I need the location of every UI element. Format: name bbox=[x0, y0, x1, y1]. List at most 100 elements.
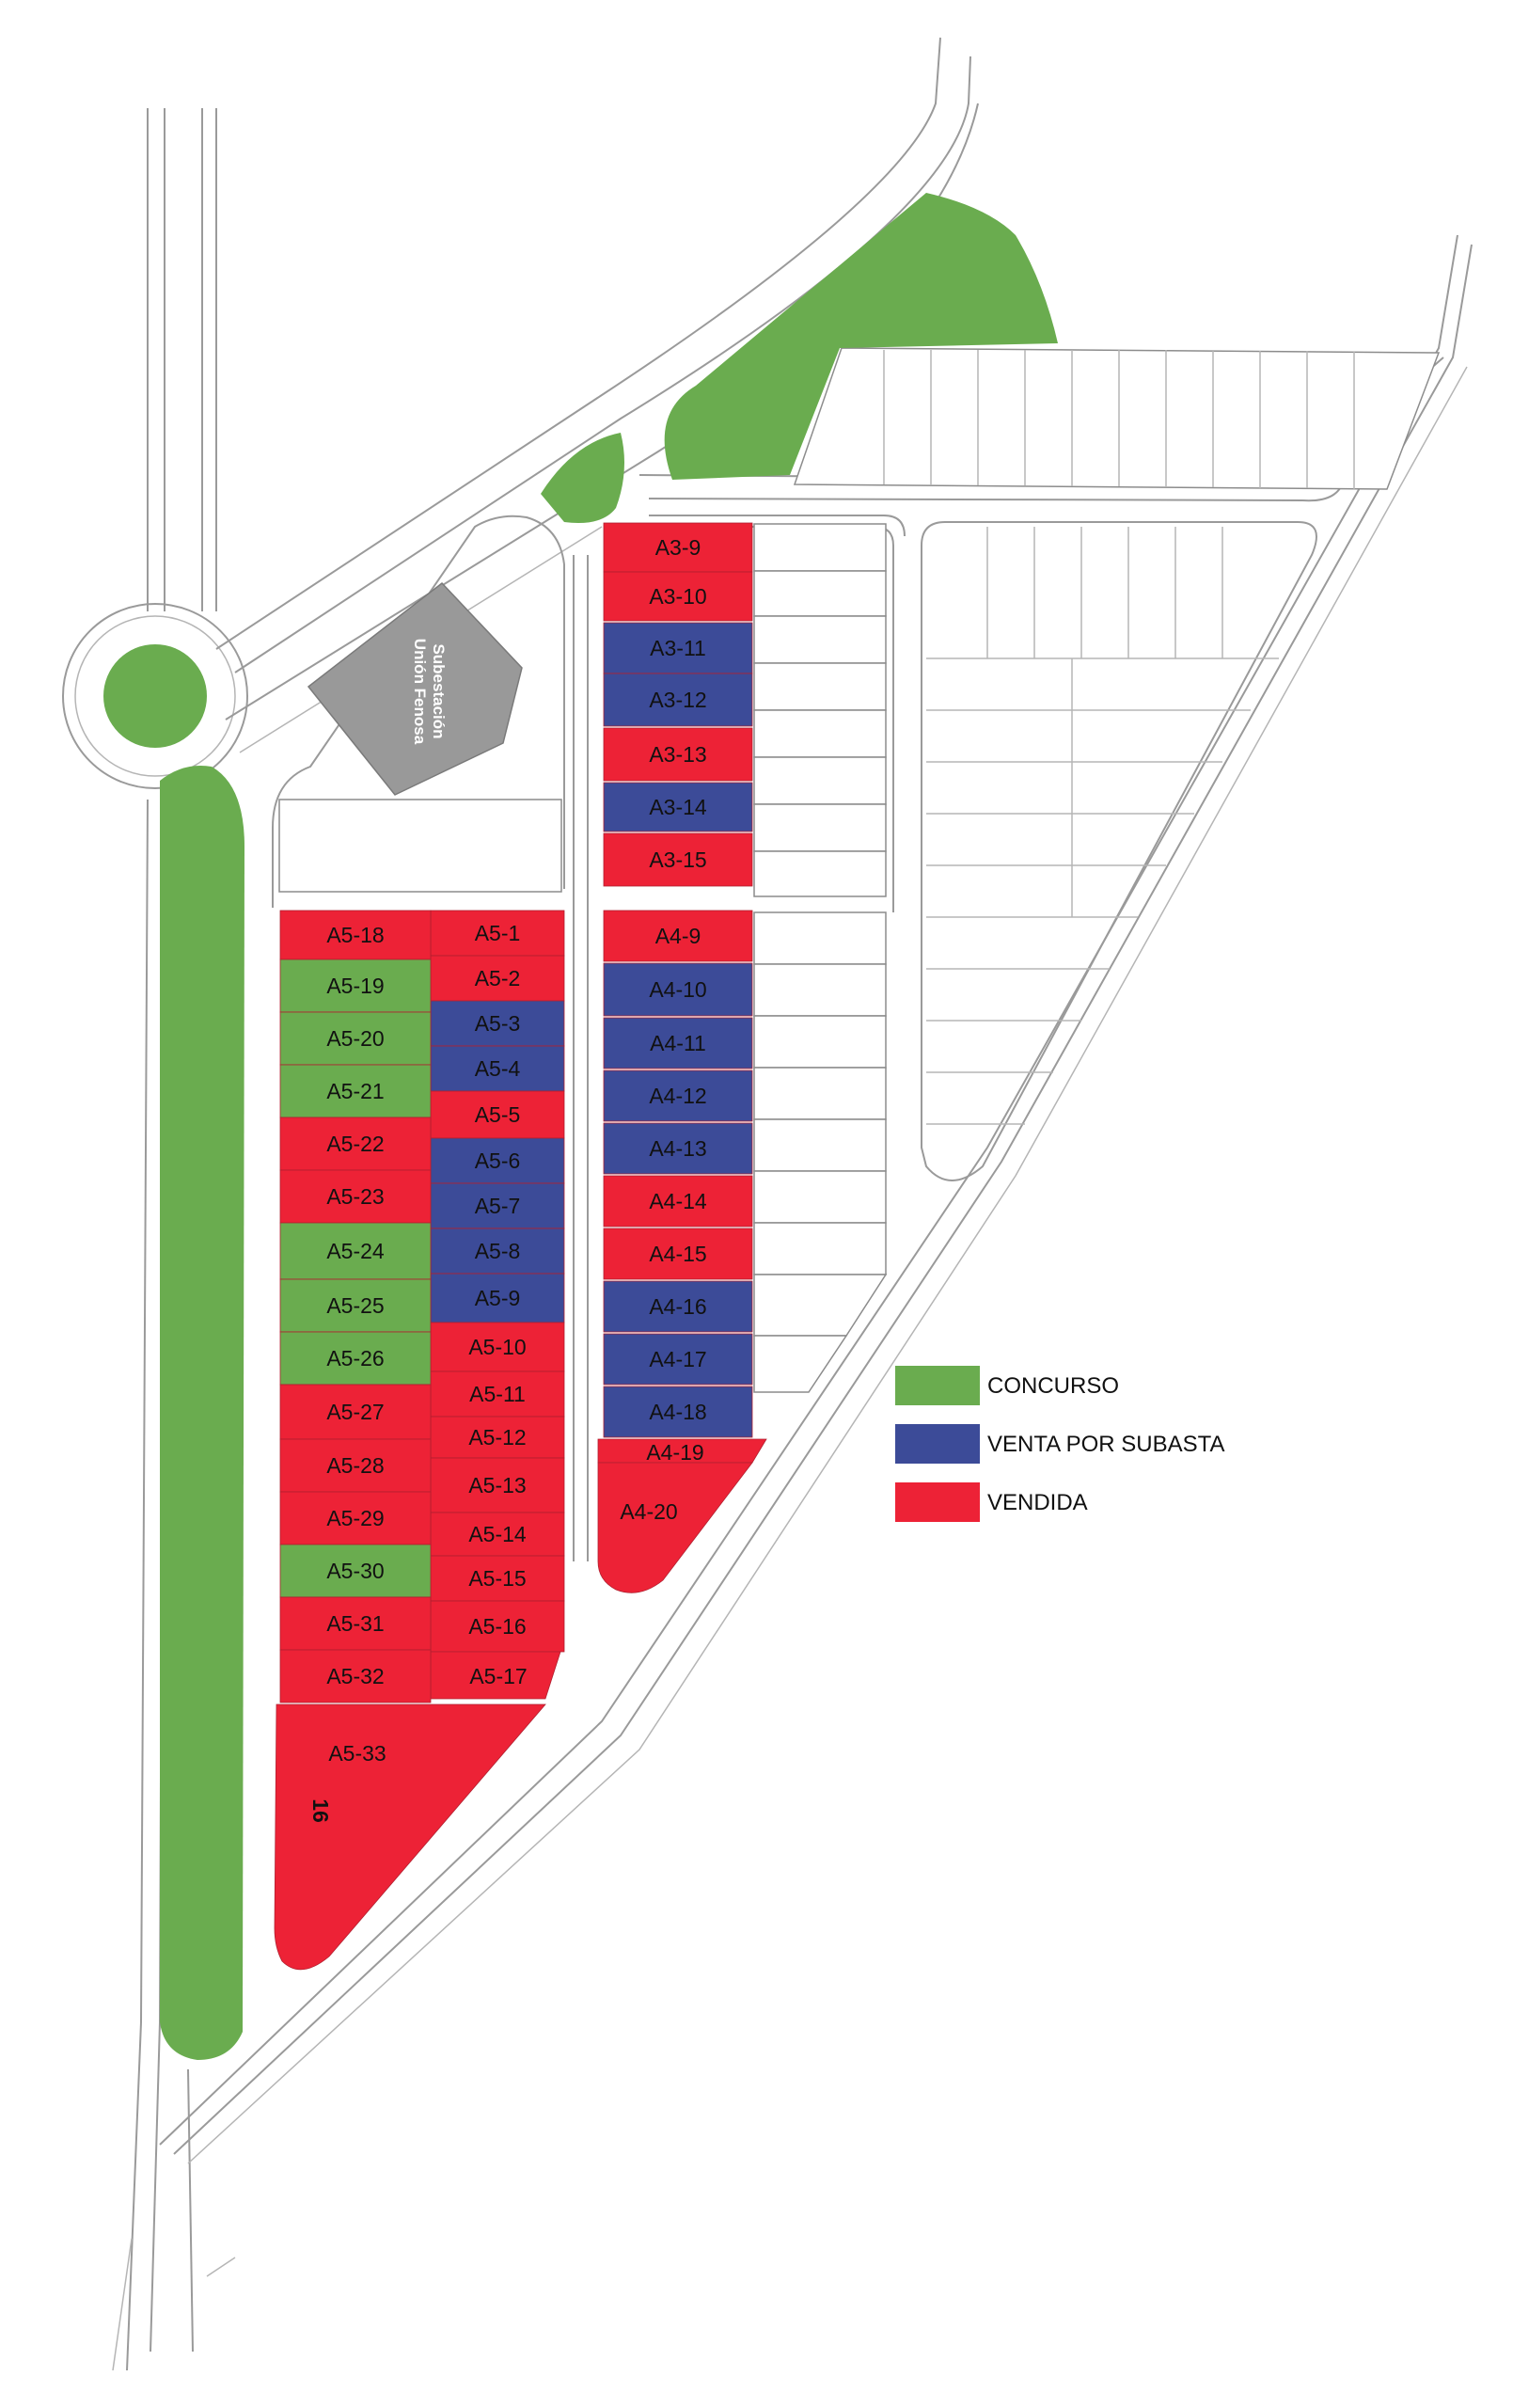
plot-label-a4-16: A4-16 bbox=[649, 1294, 706, 1319]
plot-a5-14[interactable] bbox=[430, 1512, 565, 1557]
plot-a4-17[interactable] bbox=[603, 1333, 753, 1386]
plot-a5-10[interactable] bbox=[430, 1322, 565, 1372]
plot-label-a4-19: A4-19 bbox=[646, 1440, 703, 1465]
unlisted-parcels bbox=[278, 347, 1441, 1393]
plot-label-a5-21: A5-21 bbox=[326, 1079, 384, 1103]
plot-a4-11[interactable] bbox=[603, 1017, 753, 1069]
plot-label-a5-32: A5-32 bbox=[326, 1664, 384, 1688]
plot-label-a3-14: A3-14 bbox=[649, 795, 707, 819]
substation-label-line1: Subestación bbox=[430, 643, 448, 738]
roundabout-green bbox=[103, 644, 207, 748]
plot-a5-12[interactable] bbox=[430, 1416, 565, 1459]
plot-label-a5-26: A5-26 bbox=[326, 1346, 384, 1370]
plot-label-a5-8: A5-8 bbox=[475, 1239, 521, 1263]
plot-a5-18[interactable] bbox=[279, 910, 432, 960]
plot-label-a5-4: A5-4 bbox=[475, 1056, 521, 1081]
plot-label-a5-10: A5-10 bbox=[468, 1335, 526, 1359]
plot-a3-11[interactable] bbox=[603, 622, 753, 674]
plot-label-a3-11: A3-11 bbox=[650, 636, 706, 660]
plot-label-a4-9: A4-9 bbox=[655, 924, 701, 948]
plot-label-a5-7: A5-7 bbox=[475, 1194, 521, 1218]
plot-a5-21[interactable] bbox=[279, 1064, 432, 1118]
plot-a4-20[interactable] bbox=[597, 1462, 753, 1593]
plot-a5-32[interactable] bbox=[279, 1649, 432, 1703]
plot-label-a4-14: A4-14 bbox=[649, 1189, 707, 1213]
plot-a5-19[interactable] bbox=[279, 958, 432, 1013]
plot-label-a4-12: A4-12 bbox=[649, 1084, 706, 1108]
plot-label-a5-11: A5-11 bbox=[469, 1382, 526, 1406]
plot-a3-13[interactable] bbox=[603, 727, 753, 782]
area-number-label: 16 bbox=[308, 1798, 333, 1823]
plot-label-a4-15: A4-15 bbox=[649, 1242, 706, 1266]
plot-a5-7[interactable] bbox=[430, 1182, 565, 1229]
plot-a4-16[interactable] bbox=[603, 1280, 753, 1333]
plot-a5-22[interactable] bbox=[279, 1117, 432, 1171]
plot-label-a5-22: A5-22 bbox=[326, 1132, 384, 1156]
plot-a4-9[interactable] bbox=[603, 910, 753, 962]
plot-label-a5-15: A5-15 bbox=[468, 1566, 526, 1591]
plot-a5-33[interactable] bbox=[274, 1703, 546, 1971]
plot-label-a5-18: A5-18 bbox=[326, 923, 384, 947]
plot-a3-12[interactable] bbox=[603, 673, 753, 727]
plot-a3-15[interactable] bbox=[603, 832, 753, 887]
legend-swatch-concurso bbox=[895, 1366, 980, 1405]
plot-a3-14[interactable] bbox=[603, 782, 753, 832]
plot-a5-23[interactable] bbox=[279, 1169, 432, 1224]
plot-a4-18[interactable] bbox=[603, 1386, 753, 1438]
plot-label-a4-17: A4-17 bbox=[649, 1347, 706, 1371]
roundabout-green-island bbox=[541, 433, 624, 523]
legend-label-subasta: VENTA POR SUBASTA bbox=[987, 1432, 1225, 1457]
plot-label-a4-20: A4-20 bbox=[620, 1499, 677, 1524]
plot-a4-14[interactable] bbox=[603, 1175, 753, 1228]
plot-a5-3[interactable] bbox=[430, 1000, 565, 1047]
plot-label-a5-30: A5-30 bbox=[326, 1559, 384, 1583]
plot-a5-24[interactable] bbox=[279, 1222, 432, 1280]
legend: CONCURSO VENTA POR SUBASTA VENDIDA bbox=[895, 1366, 1225, 1522]
plot-a5-16[interactable] bbox=[430, 1600, 565, 1653]
plot-label-a5-20: A5-20 bbox=[326, 1026, 384, 1051]
plot-label-a5-24: A5-24 bbox=[326, 1239, 385, 1263]
plot-label-a5-19: A5-19 bbox=[326, 974, 384, 998]
plot-a4-13[interactable] bbox=[603, 1122, 753, 1175]
plot-label-a4-10: A4-10 bbox=[649, 977, 706, 1002]
plot-label-a5-28: A5-28 bbox=[326, 1453, 384, 1478]
legend-swatch-subasta bbox=[895, 1424, 980, 1464]
plot-a5-26[interactable] bbox=[279, 1331, 432, 1386]
plot-a5-28[interactable] bbox=[279, 1438, 432, 1493]
plot-label-a5-17: A5-17 bbox=[469, 1664, 527, 1688]
plot-a5-15[interactable] bbox=[430, 1555, 565, 1602]
plot-a5-27[interactable] bbox=[279, 1384, 432, 1440]
plot-a5-29[interactable] bbox=[279, 1491, 432, 1545]
plot-label-a5-29: A5-29 bbox=[326, 1506, 384, 1530]
plot-label-a3-10: A3-10 bbox=[649, 584, 706, 609]
plot-a5-30[interactable] bbox=[279, 1544, 432, 1598]
plot-label-a4-11: A4-11 bbox=[650, 1031, 706, 1055]
plot-a5-20[interactable] bbox=[279, 1011, 432, 1066]
plot-label-a3-15: A3-15 bbox=[649, 848, 706, 872]
plot-label-a5-13: A5-13 bbox=[468, 1473, 526, 1497]
plot-label-a5-14: A5-14 bbox=[468, 1522, 527, 1546]
plot-label-a4-13: A4-13 bbox=[649, 1136, 706, 1161]
plot-label-a5-12: A5-12 bbox=[468, 1425, 526, 1450]
plot-label-a5-3: A5-3 bbox=[475, 1011, 521, 1036]
plot-a5-13[interactable] bbox=[430, 1457, 565, 1513]
plot-a5-25[interactable] bbox=[279, 1278, 432, 1333]
plot-label-a5-25: A5-25 bbox=[326, 1293, 384, 1318]
plot-label-a5-9: A5-9 bbox=[475, 1286, 521, 1310]
plot-label-a5-33: A5-33 bbox=[328, 1741, 386, 1766]
substation-label-line2: Unión Fenosa bbox=[411, 639, 429, 745]
plot-a5-11[interactable] bbox=[430, 1370, 565, 1418]
plot-a5-8[interactable] bbox=[430, 1228, 565, 1275]
legend-label-concurso: CONCURSO bbox=[987, 1373, 1119, 1399]
median-green-strip bbox=[160, 766, 244, 2060]
plot-a5-6[interactable] bbox=[430, 1137, 565, 1184]
plot-a4-12[interactable] bbox=[603, 1069, 753, 1122]
plot-a4-10[interactable] bbox=[603, 962, 753, 1017]
plot-a5-31[interactable] bbox=[279, 1596, 432, 1651]
plot-a3-10[interactable] bbox=[603, 571, 753, 622]
plot-a3-9[interactable] bbox=[603, 522, 753, 573]
legend-swatch-vendida bbox=[895, 1482, 980, 1522]
plot-a4-15[interactable] bbox=[603, 1228, 753, 1280]
plot-label-a3-9: A3-9 bbox=[655, 535, 701, 560]
